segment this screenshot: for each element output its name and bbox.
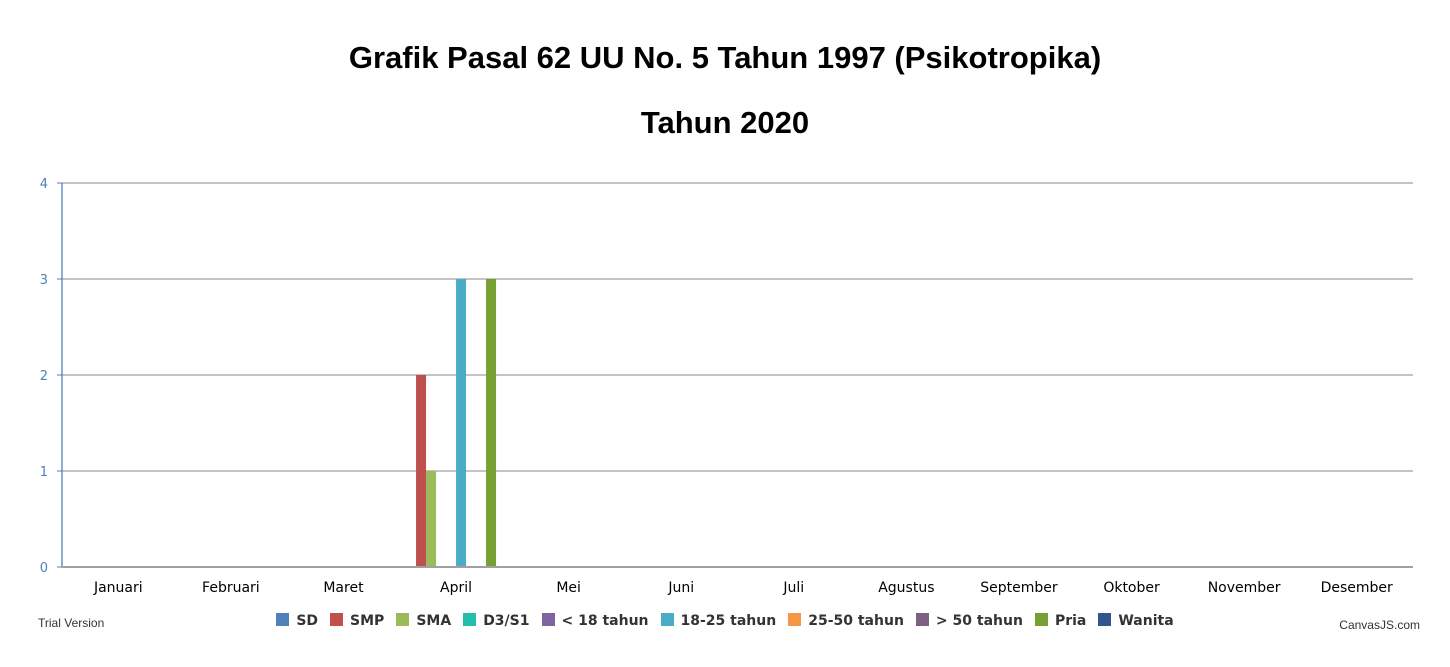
x-tick-label: Juni	[667, 580, 694, 596]
x-tick-label: November	[1208, 580, 1281, 596]
bar-pria-april[interactable]	[486, 279, 497, 567]
legend-label: > 50 tahun	[935, 613, 1023, 629]
chart-title: Grafik Pasal 62 UU No. 5 Tahun 1997 (Psi…	[348, 40, 1102, 75]
x-tick-label: Desember	[1321, 580, 1393, 596]
legend-item[interactable]: SMP	[330, 613, 384, 629]
legend-label: 25-50 tahun	[808, 613, 904, 629]
trial-version-label: Trial Version	[38, 616, 105, 630]
legend-item[interactable]: SD	[276, 613, 318, 629]
legend-item[interactable]: D3/S1	[463, 613, 530, 629]
legend-swatch	[396, 613, 410, 626]
legend-item[interactable]: Wanita	[1098, 613, 1174, 629]
x-tick-label: Agustus	[878, 580, 934, 596]
legend-label: Wanita	[1118, 613, 1174, 629]
y-tick-label: 2	[40, 369, 48, 384]
y-tick-label: 0	[40, 561, 48, 576]
legend-label: SMP	[350, 613, 385, 629]
x-tick-label: Mei	[556, 580, 581, 596]
legend-swatch	[788, 613, 802, 626]
y-tick-label: 3	[40, 273, 48, 288]
x-tick-label: Maret	[323, 580, 364, 596]
legend-item[interactable]: Pria	[1034, 613, 1087, 629]
legend-label: < 18 tahun	[561, 613, 649, 629]
legend-item[interactable]: < 18 tahun	[541, 613, 649, 629]
legend-swatch	[1034, 613, 1048, 626]
x-tick-label: September	[980, 580, 1058, 596]
legend-item[interactable]: 18-25 tahun	[660, 613, 777, 629]
legend-label: SMA	[416, 613, 452, 629]
bar-sma-april[interactable]	[426, 471, 437, 567]
chart-legend: SD SMP SMA D3/S1 < 18 tahun 18-25 tahun 25-50 …	[0, 613, 1450, 629]
legend-item[interactable]: 25-50 tahun	[788, 613, 904, 629]
legend-label: 18-25 tahun	[680, 613, 777, 629]
legend-swatch	[660, 613, 674, 626]
legend-swatch	[330, 613, 344, 626]
bar-smp-april[interactable]	[416, 375, 427, 567]
legend-swatch	[463, 613, 477, 626]
legend-item[interactable]: SMA	[396, 613, 451, 629]
legend-swatch	[915, 613, 929, 626]
legend-swatch	[1098, 613, 1112, 626]
y-tick-label: 1	[40, 465, 48, 480]
canvasjs-credit-link[interactable]: CanvasJS.com	[1339, 618, 1420, 632]
x-tick-label: Juli	[782, 580, 804, 596]
x-tick-label: April	[440, 580, 472, 596]
legend-item[interactable]: > 50 tahun	[915, 613, 1023, 629]
legend-swatch	[541, 613, 555, 626]
legend-label: SD	[296, 613, 319, 629]
x-tick-label: Oktober	[1103, 580, 1160, 596]
legend-label: Pria	[1054, 613, 1087, 629]
legend-swatch	[276, 613, 290, 626]
bar-18-25-tahun-april[interactable]	[456, 279, 467, 567]
x-tick-label: Januari	[93, 580, 143, 596]
chart-subtitle: Tahun 2020	[640, 105, 810, 140]
y-tick-label: 4	[40, 177, 48, 192]
x-tick-label: Februari	[202, 580, 260, 596]
legend-label: D3/S1	[483, 613, 530, 629]
